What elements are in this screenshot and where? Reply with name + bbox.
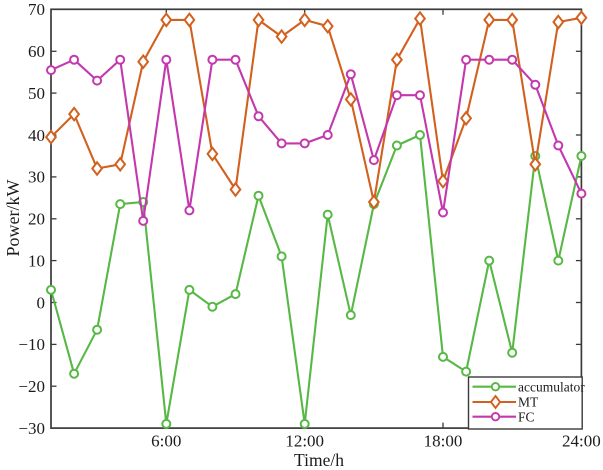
svg-text:20: 20 (28, 210, 45, 229)
svg-text:18:00: 18:00 (424, 432, 463, 451)
svg-text:FC: FC (518, 409, 535, 424)
svg-text:−10: −10 (18, 335, 45, 354)
svg-text:Power/kW: Power/kW (3, 179, 23, 256)
svg-text:50: 50 (28, 84, 45, 103)
svg-text:accumulator: accumulator (518, 379, 585, 394)
svg-text:−20: −20 (18, 377, 45, 396)
svg-text:40: 40 (28, 126, 45, 145)
svg-text:6:00: 6:00 (151, 432, 181, 451)
svg-text:Time/h: Time/h (294, 450, 344, 470)
svg-text:24:00: 24:00 (562, 432, 601, 451)
svg-text:−30: −30 (18, 419, 45, 438)
svg-text:0: 0 (37, 293, 46, 312)
svg-text:70: 70 (28, 0, 45, 19)
svg-text:60: 60 (28, 42, 45, 61)
svg-text:MT: MT (518, 395, 539, 410)
svg-text:10: 10 (28, 251, 45, 270)
svg-text:30: 30 (28, 168, 45, 187)
svg-text:12:00: 12:00 (285, 432, 324, 451)
